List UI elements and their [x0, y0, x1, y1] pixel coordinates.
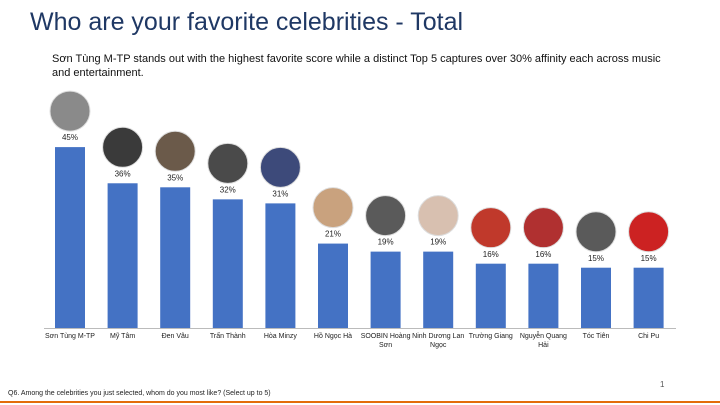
avatar — [628, 211, 670, 253]
x-tick-label: Đen Vâu — [161, 333, 189, 340]
x-tick-label: SOOBIN Hoàng Sơn — [360, 333, 411, 349]
chart-subtitle: Sơn Tùng M-TP stands out with the highes… — [52, 53, 661, 79]
x-tick-label: Nguyễn Quang Hải — [519, 333, 567, 349]
value-label: 15% — [641, 254, 657, 263]
bar — [265, 203, 296, 328]
bar — [107, 183, 138, 328]
bar — [423, 251, 454, 328]
footnote: Q6. Among the celebrities you just selec… — [8, 390, 271, 397]
avatar — [49, 90, 91, 132]
value-label: 15% — [588, 254, 604, 263]
x-tick-label: Tóc Tiên — [582, 333, 610, 340]
bar — [475, 263, 506, 328]
avatar — [259, 146, 301, 188]
value-label: 16% — [483, 250, 499, 259]
footer-rule — [0, 401, 720, 403]
bar — [633, 267, 664, 328]
x-tick-label: Trấn Thành — [209, 333, 246, 340]
avatar — [154, 130, 196, 172]
value-label: 16% — [535, 250, 551, 259]
avatar — [102, 126, 144, 168]
bar — [370, 251, 401, 328]
value-label: 35% — [167, 173, 183, 182]
avatar — [522, 207, 564, 249]
avatar — [575, 211, 617, 253]
page-number: 1 — [660, 380, 665, 389]
x-tick-label: Sơn Tùng M-TP — [45, 333, 95, 340]
value-label: 32% — [220, 185, 236, 194]
bar — [528, 263, 559, 328]
x-tick-label: Hồ Ngọc Hà — [313, 333, 353, 340]
x-tick-label: Hòa Minzy — [263, 333, 297, 340]
bar — [212, 199, 243, 328]
value-label: 31% — [272, 189, 288, 198]
avatar — [312, 187, 354, 229]
bar — [581, 267, 611, 328]
x-tick-label: Chi Pu — [638, 333, 660, 340]
value-label: 19% — [430, 238, 446, 247]
x-tick-label: Mỹ Tâm — [110, 333, 136, 340]
x-tick-label: Trường Giang — [468, 333, 513, 340]
value-label: 19% — [378, 238, 394, 247]
value-label: 36% — [115, 169, 131, 178]
chart-title: Who are your favorite celebrities - Tota… — [30, 8, 464, 36]
bar — [55, 147, 85, 328]
avatar — [207, 142, 249, 184]
value-label: 21% — [325, 230, 341, 239]
bar — [160, 187, 191, 328]
avatar — [417, 195, 459, 237]
avatar — [365, 195, 407, 237]
value-label: 45% — [62, 133, 78, 142]
avatar — [470, 207, 512, 249]
x-tick-label: Ninh Dương Lan Ngọc — [412, 333, 465, 349]
bar — [318, 243, 348, 328]
